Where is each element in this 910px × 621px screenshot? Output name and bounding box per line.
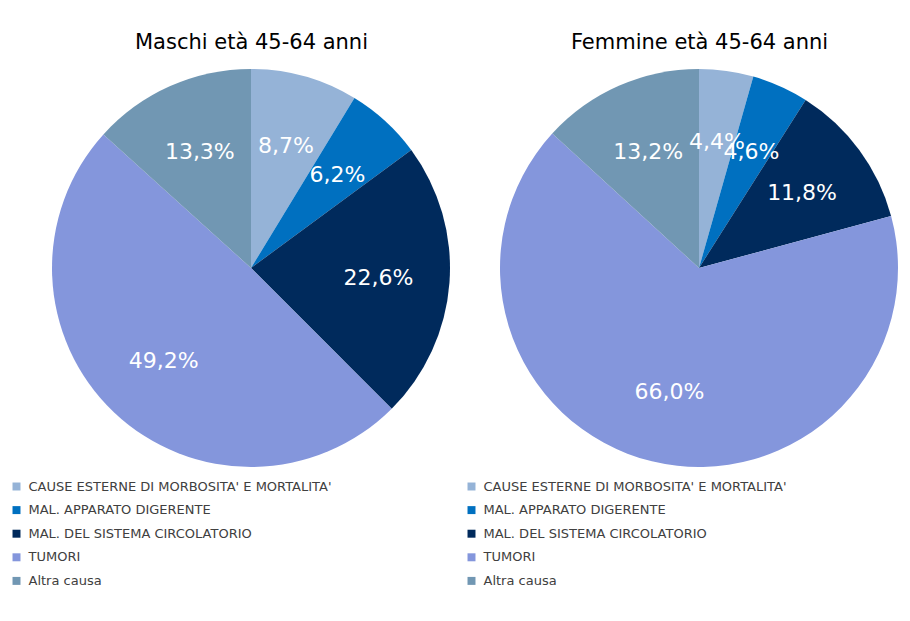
svg-text:8,7%: 8,7%: [258, 133, 314, 158]
svg-text:TUMORI: TUMORI: [483, 549, 536, 564]
svg-text:6,2%: 6,2%: [310, 162, 366, 187]
svg-text:11,8%: 11,8%: [767, 180, 837, 205]
svg-text:MAL. DEL SISTEMA CIRCOLATORIO: MAL. DEL SISTEMA CIRCOLATORIO: [484, 526, 707, 541]
svg-text:Altra causa: Altra causa: [29, 573, 102, 588]
svg-text:CAUSE ESTERNE DI MORBOSITA' E: CAUSE ESTERNE DI MORBOSITA' E MORTALITA': [29, 479, 332, 494]
svg-text:Altra causa: Altra causa: [484, 573, 557, 588]
svg-text:4,6%: 4,6%: [724, 139, 780, 164]
svg-text:13,2%: 13,2%: [613, 139, 683, 164]
svg-text:MAL. APPARATO DIGERENTE: MAL. APPARATO DIGERENTE: [484, 502, 666, 517]
svg-text:Femmine età 45-64 anni: Femmine età 45-64 anni: [571, 30, 828, 54]
svg-text:22,6%: 22,6%: [344, 265, 414, 290]
svg-text:MAL. DEL SISTEMA CIRCOLATORIO: MAL. DEL SISTEMA CIRCOLATORIO: [29, 526, 252, 541]
svg-text:13,3%: 13,3%: [165, 139, 235, 164]
svg-text:TUMORI: TUMORI: [28, 549, 81, 564]
svg-text:MAL. APPARATO DIGERENTE: MAL. APPARATO DIGERENTE: [29, 502, 211, 517]
svg-text:4,4%: 4,4%: [689, 129, 745, 155]
svg-text:Maschi età 45-64 anni: Maschi età 45-64 anni: [135, 30, 368, 54]
svg-text:49,2%: 49,2%: [129, 348, 199, 373]
svg-text:CAUSE ESTERNE DI MORBOSITA' E: CAUSE ESTERNE DI MORBOSITA' E MORTALITA': [484, 479, 787, 494]
svg-text:66,0%: 66,0%: [634, 379, 704, 404]
